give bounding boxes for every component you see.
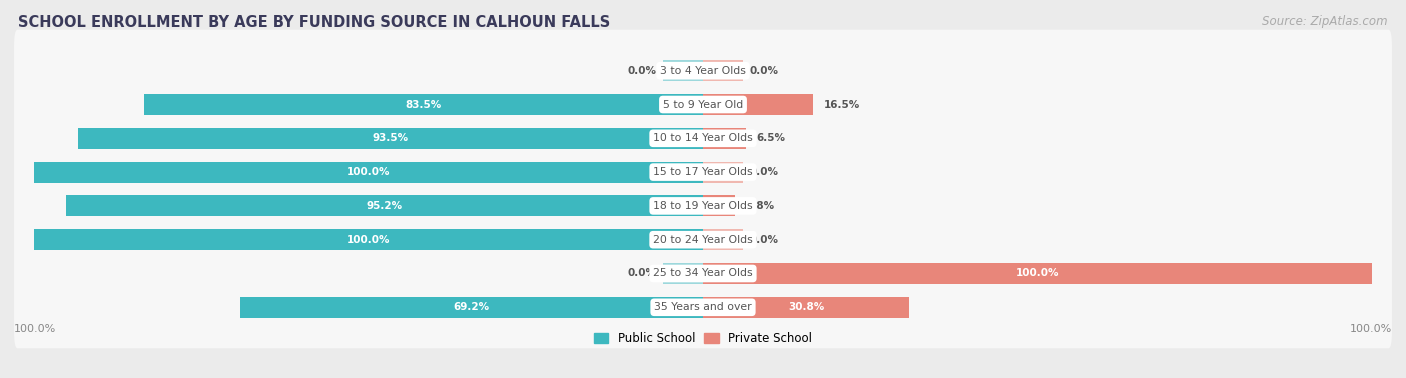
Bar xyxy=(34,229,703,250)
Text: 0.0%: 0.0% xyxy=(749,66,779,76)
Text: 4.8%: 4.8% xyxy=(745,201,775,211)
Text: SCHOOL ENROLLMENT BY AGE BY FUNDING SOURCE IN CALHOUN FALLS: SCHOOL ENROLLMENT BY AGE BY FUNDING SOUR… xyxy=(18,15,610,30)
Text: 15 to 17 Year Olds: 15 to 17 Year Olds xyxy=(654,167,752,177)
Text: 0.0%: 0.0% xyxy=(749,167,779,177)
FancyBboxPatch shape xyxy=(14,64,1392,146)
FancyBboxPatch shape xyxy=(14,97,1392,179)
Bar xyxy=(703,60,744,81)
Bar xyxy=(703,128,747,149)
Text: 5 to 9 Year Old: 5 to 9 Year Old xyxy=(662,99,744,110)
Bar xyxy=(703,263,1372,284)
Bar xyxy=(240,297,703,318)
Text: 100.0%: 100.0% xyxy=(1015,268,1059,279)
Bar xyxy=(662,263,703,284)
Text: 35 Years and over: 35 Years and over xyxy=(654,302,752,312)
FancyBboxPatch shape xyxy=(14,165,1392,247)
Text: 100.0%: 100.0% xyxy=(14,324,56,334)
Text: 10 to 14 Year Olds: 10 to 14 Year Olds xyxy=(654,133,752,143)
Text: 69.2%: 69.2% xyxy=(454,302,489,312)
FancyBboxPatch shape xyxy=(14,30,1392,112)
Text: Source: ZipAtlas.com: Source: ZipAtlas.com xyxy=(1263,15,1388,28)
Text: 100.0%: 100.0% xyxy=(1350,324,1392,334)
Bar xyxy=(662,60,703,81)
Text: 18 to 19 Year Olds: 18 to 19 Year Olds xyxy=(654,201,752,211)
Text: 83.5%: 83.5% xyxy=(405,99,441,110)
FancyBboxPatch shape xyxy=(14,232,1392,314)
Legend: Public School, Private School: Public School, Private School xyxy=(589,327,817,350)
Bar xyxy=(34,162,703,183)
Text: 30.8%: 30.8% xyxy=(787,302,824,312)
Text: 25 to 34 Year Olds: 25 to 34 Year Olds xyxy=(654,268,752,279)
Bar xyxy=(703,162,744,183)
Text: 16.5%: 16.5% xyxy=(824,99,859,110)
FancyBboxPatch shape xyxy=(14,266,1392,348)
Text: 6.5%: 6.5% xyxy=(756,133,786,143)
Bar xyxy=(703,94,813,115)
Text: 100.0%: 100.0% xyxy=(347,167,391,177)
Text: 0.0%: 0.0% xyxy=(627,66,657,76)
Bar xyxy=(77,128,703,149)
Bar xyxy=(66,195,703,216)
Bar xyxy=(703,297,910,318)
Text: 100.0%: 100.0% xyxy=(347,235,391,245)
FancyBboxPatch shape xyxy=(14,199,1392,281)
Text: 0.0%: 0.0% xyxy=(749,235,779,245)
Text: 95.2%: 95.2% xyxy=(367,201,402,211)
Text: 3 to 4 Year Olds: 3 to 4 Year Olds xyxy=(659,66,747,76)
Text: 0.0%: 0.0% xyxy=(627,268,657,279)
Text: 93.5%: 93.5% xyxy=(373,133,408,143)
FancyBboxPatch shape xyxy=(14,131,1392,213)
Bar xyxy=(703,195,735,216)
Bar xyxy=(145,94,703,115)
Text: 20 to 24 Year Olds: 20 to 24 Year Olds xyxy=(654,235,752,245)
Bar xyxy=(703,229,744,250)
